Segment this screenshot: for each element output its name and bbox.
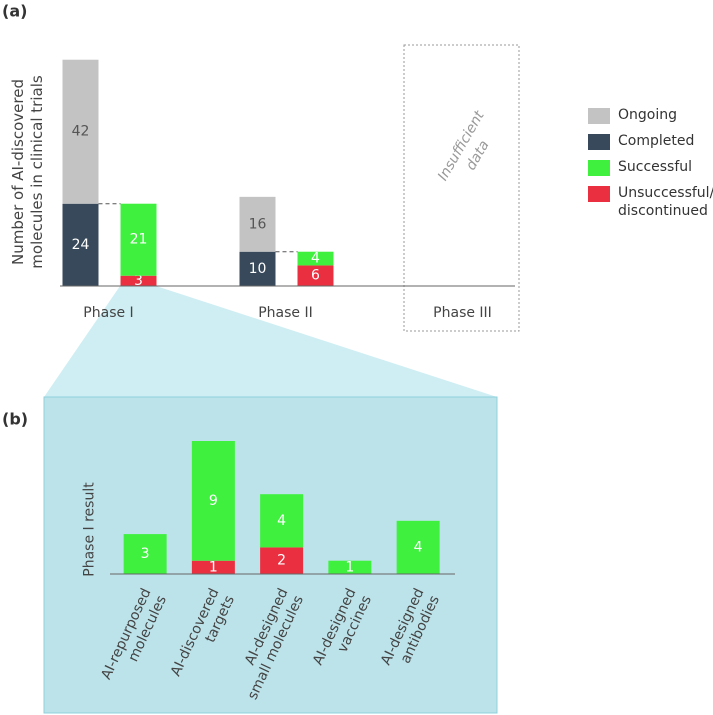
- value-label: 9: [209, 493, 218, 509]
- value-label: 1: [209, 559, 218, 575]
- value-label: 42: [72, 124, 90, 140]
- legend: Ongoing Completed Successful Unsuccessful/ …: [588, 106, 713, 228]
- bar-segment: [328, 560, 372, 574]
- legend-label: Completed: [618, 133, 695, 149]
- legend-item: Successful: [588, 158, 713, 176]
- bar-segment: [396, 520, 440, 574]
- value-label: 3: [141, 546, 150, 562]
- bar-segment: [297, 265, 334, 286]
- chart-title: (a): [2, 2, 27, 21]
- zoom-wedge: [44, 286, 497, 397]
- bar-segment: [120, 275, 157, 286]
- value-label: 2: [277, 553, 286, 569]
- legend-swatch: [588, 160, 610, 176]
- legend-label: Unsuccessful/ discontinued: [618, 185, 713, 219]
- bar-segment: [260, 494, 304, 548]
- legend-swatch: [588, 108, 610, 124]
- bar-segment: [239, 251, 276, 286]
- value-label: 6: [311, 268, 320, 284]
- legend-item: Ongoing: [588, 106, 713, 124]
- legend-swatch: [588, 186, 610, 202]
- value-label: 10: [249, 261, 267, 277]
- value-label: 3: [134, 273, 143, 289]
- value-label: 1: [345, 559, 354, 575]
- legend-item: Unsuccessful/ discontinued: [588, 184, 713, 220]
- bar-segment: [123, 534, 167, 574]
- x-tick-label: Phase I: [83, 305, 133, 321]
- legend-label: Ongoing: [618, 107, 677, 123]
- x-tick-label: Phase III: [433, 305, 492, 321]
- x-tick-label: Phase II: [258, 305, 313, 321]
- legend-swatch: [588, 134, 610, 150]
- value-label: 21: [130, 232, 148, 248]
- value-label: 16: [249, 216, 267, 232]
- bar-segment: [191, 560, 235, 574]
- y-axis-label: Phase I result: [81, 482, 98, 577]
- legend-item: Completed: [588, 132, 713, 150]
- bar-segment: [260, 547, 304, 574]
- bar-segment: [120, 203, 157, 276]
- bar-segment: [297, 251, 334, 266]
- bar-segment: [62, 203, 99, 286]
- value-label: 4: [414, 539, 423, 555]
- value-label: 24: [72, 237, 90, 253]
- legend-label: Successful: [618, 159, 693, 175]
- phase-iii-box: [403, 44, 520, 332]
- bar-segment: [239, 196, 276, 252]
- bar-segment: [191, 441, 235, 561]
- bar-segment: [62, 59, 99, 204]
- value-label: 4: [277, 513, 286, 529]
- value-label: 4: [311, 251, 320, 267]
- chart-title: (b): [2, 410, 28, 429]
- y-axis-label: Number of AI-discovered molecules in cli…: [9, 75, 46, 269]
